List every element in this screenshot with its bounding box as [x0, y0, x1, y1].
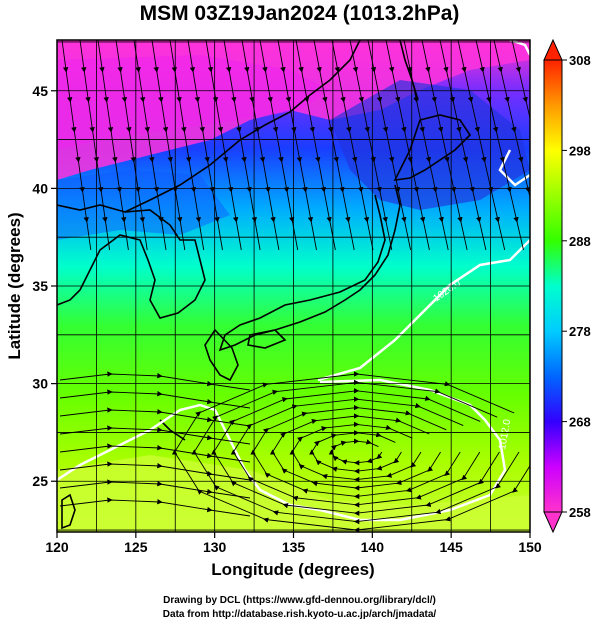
colorbar-tick-label: 258	[569, 505, 591, 520]
streamline	[59, 497, 251, 517]
colorbar-tick-label: 308	[569, 53, 591, 68]
colorbar-body	[543, 59, 563, 513]
x-axis-label: Longitude (degrees)	[211, 560, 374, 579]
y-tick-label: 30	[32, 376, 48, 392]
x-tick-label: 135	[282, 539, 306, 555]
x-tick-label: 120	[45, 539, 69, 555]
colorbar-tick-label: 268	[569, 415, 591, 430]
y-tick-label: 35	[32, 278, 48, 294]
x-tick-label: 145	[439, 539, 463, 555]
colorbar-top-arrow	[543, 38, 563, 61]
colorbar-ticks: 258 268 278 288 298 308	[562, 53, 591, 520]
streamline	[59, 407, 251, 427]
colorbar: 258 268 278 288 298 308	[543, 38, 591, 534]
x-tick-label: 140	[361, 539, 385, 555]
y-axis-ticks: 25 30 35 40 45	[32, 83, 57, 489]
streamline	[59, 479, 251, 499]
x-axis-ticks: 120 125 130 135 140 145 150	[45, 532, 542, 555]
footer-credit-data: Data from http://database.rish.kyoto-u.a…	[162, 609, 437, 620]
y-axis-label: Latitude (degrees)	[5, 212, 24, 359]
colorbar-bottom-arrow	[543, 511, 563, 534]
streamline	[59, 443, 251, 463]
streamline	[511, 40, 530, 223]
streamline	[59, 461, 251, 481]
colorbar-tick-label: 298	[569, 143, 591, 158]
colorbar-tick-label: 288	[569, 234, 591, 249]
y-tick-label: 40	[32, 180, 48, 196]
y-tick-label: 25	[32, 473, 48, 489]
streamline	[59, 389, 251, 409]
x-tick-label: 150	[518, 539, 542, 555]
x-tick-label: 125	[124, 539, 148, 555]
map-title: MSM 03Z19Jan2024 (1013.2hPa)	[139, 2, 460, 25]
y-tick-label: 45	[32, 83, 48, 99]
footer-credit-drawing: Drawing by DCL (https://www.gfd-dennou.o…	[163, 595, 436, 606]
colorbar-tick-label: 278	[569, 324, 591, 339]
streamlines	[59, 40, 530, 532]
gridlines	[57, 40, 530, 532]
streamline	[59, 371, 251, 391]
x-tick-label: 130	[203, 539, 227, 555]
streamline	[59, 425, 251, 445]
